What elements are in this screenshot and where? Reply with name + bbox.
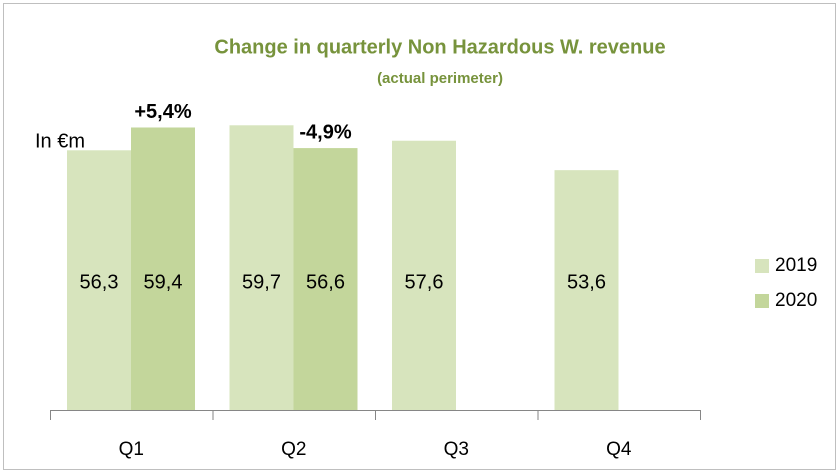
legend-swatch bbox=[755, 294, 769, 308]
unit-label: In €m bbox=[35, 130, 85, 152]
data-label: 56,6 bbox=[306, 271, 345, 293]
annotation: -4,9% bbox=[299, 121, 351, 143]
data-label: 59,4 bbox=[144, 271, 183, 293]
x-tick-label: Q4 bbox=[606, 439, 632, 460]
legend-label: 2020 bbox=[775, 290, 817, 311]
legend-swatch bbox=[755, 259, 769, 273]
chart-title: Change in quarterly Non Hazardous W. rev… bbox=[214, 36, 665, 58]
legend-label: 2019 bbox=[775, 255, 817, 276]
bar bbox=[392, 140, 456, 410]
data-label: 53,6 bbox=[567, 271, 606, 293]
x-tick-label: Q3 bbox=[444, 439, 469, 460]
bar bbox=[554, 170, 619, 410]
data-label: 57,6 bbox=[405, 271, 444, 293]
x-tick-label: Q1 bbox=[119, 439, 144, 460]
data-label: 56,3 bbox=[80, 271, 119, 293]
annotation: +5,4% bbox=[134, 101, 191, 123]
data-label: 59,7 bbox=[242, 271, 281, 293]
x-tick-label: Q2 bbox=[281, 439, 306, 460]
bar bbox=[293, 148, 358, 411]
bar bbox=[67, 150, 131, 411]
chart-subtitle: (actual perimeter) bbox=[377, 70, 503, 87]
bar bbox=[229, 125, 294, 411]
bar bbox=[131, 127, 195, 410]
